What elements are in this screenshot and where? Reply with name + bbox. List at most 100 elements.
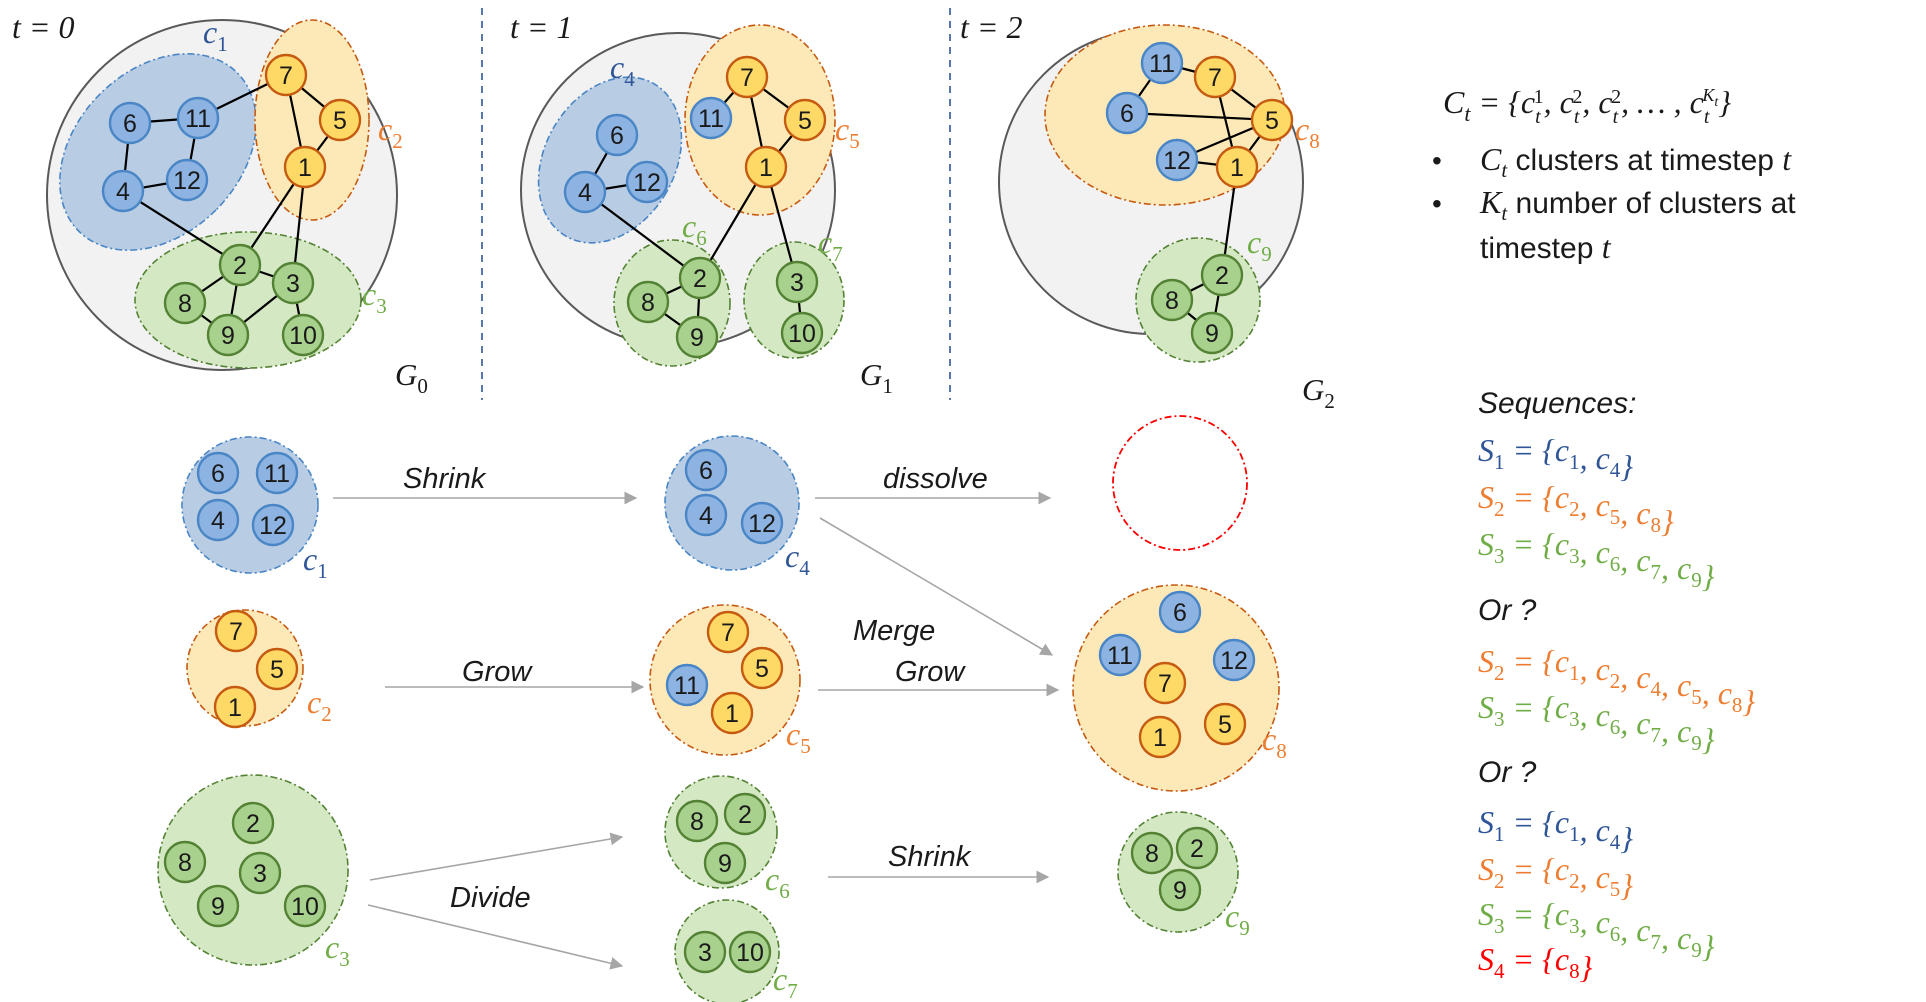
graph-node: 9	[1158, 868, 1202, 912]
graph-node: 8	[626, 280, 670, 324]
transition-arrows	[333, 491, 1060, 970]
graph-node: 6	[1158, 590, 1202, 634]
node-circle	[775, 260, 819, 304]
node-circle	[723, 792, 767, 836]
graph-node: 6	[684, 448, 728, 492]
graph-node: 10	[780, 311, 824, 355]
sequence-S3: S3 = {c3, c6, c7, c9}	[1478, 689, 1715, 757]
sequence-S3: S3 = {c3, c6, c7, c9}	[1478, 896, 1715, 964]
node-label: 4	[116, 178, 130, 206]
node-label: 10	[736, 939, 764, 967]
graph-node: 3	[238, 851, 282, 895]
node-circle	[271, 261, 315, 305]
graph-node: 11	[1140, 41, 1184, 85]
node-label: 12	[173, 167, 201, 195]
graph-node: 10	[283, 884, 327, 928]
node-label: 5	[1218, 711, 1232, 739]
graph-edge	[584, 191, 701, 279]
node-circle	[740, 501, 784, 545]
graph-node: 7	[706, 610, 750, 654]
graph-node: 12	[1212, 638, 1256, 682]
cluster-label-c8: c8	[1262, 721, 1287, 763]
cluster-circle-c7	[674, 899, 780, 1002]
node-label: 3	[698, 939, 712, 967]
graph-node: 7	[1193, 55, 1237, 99]
graph-node: 12	[740, 501, 784, 545]
node-label: 5	[798, 107, 812, 135]
node-label: 12	[1220, 647, 1248, 675]
node-label: 6	[699, 457, 713, 485]
graph-node: 1	[1138, 715, 1182, 759]
graph-node: 1	[744, 145, 788, 189]
node-label: 10	[788, 320, 816, 348]
node-circle	[728, 930, 772, 974]
bullet-1: Ct clusters at timestep t	[1480, 141, 1792, 182]
node-circle	[1203, 702, 1247, 746]
node-circle	[318, 98, 362, 142]
node-circle	[231, 801, 275, 845]
graph-node: 5	[255, 647, 299, 691]
sequence-S2: S2 = {c2, c5}	[1478, 851, 1633, 903]
node-label: 7	[1158, 670, 1172, 698]
graph-node: 12	[625, 160, 669, 204]
bullet-2-dot: •	[1432, 188, 1442, 219]
cluster-label-c1: c1	[303, 541, 328, 583]
node-circle	[665, 663, 709, 707]
node-circle	[1158, 868, 1202, 912]
node-label: 1	[1230, 154, 1244, 182]
graph-node: 8	[163, 281, 207, 325]
graph-node: 3	[271, 261, 315, 305]
graph-node: 8	[1130, 831, 1174, 875]
graph-node: 10	[728, 930, 772, 974]
node-label: 5	[270, 656, 284, 684]
node-label: 8	[641, 289, 655, 317]
node-label: 12	[1163, 147, 1191, 175]
node-label: 5	[1265, 107, 1279, 135]
node-label: 5	[755, 655, 769, 683]
node-circle	[214, 609, 258, 653]
graph-edge	[1126, 111, 1273, 122]
node-circle	[1250, 98, 1294, 142]
sequence-S3: S3 = {c3, c6, c7, c9}	[1478, 526, 1715, 594]
node-label: 12	[259, 512, 287, 540]
cluster-label-c2: c2	[307, 684, 332, 726]
graph-node: 7	[264, 53, 308, 97]
graph-node: 3	[683, 930, 727, 974]
graph-node: 1	[213, 685, 257, 729]
node-circle	[213, 685, 257, 729]
graph-node: 2	[1175, 826, 1219, 870]
node-label: 11	[1107, 642, 1133, 670]
cluster-label-c4: c4	[785, 538, 810, 580]
node-circle	[744, 145, 788, 189]
node-label: 1	[725, 700, 739, 728]
graph-node: 10	[281, 313, 325, 357]
node-label: 3	[790, 269, 804, 297]
op-label-dissolve: dissolve	[883, 463, 988, 495]
graph-label-g1: G1	[860, 357, 893, 398]
graph-node: 2	[231, 801, 275, 845]
graph-node: 6	[196, 451, 240, 495]
node-circle	[163, 840, 207, 884]
node-label: 7	[229, 618, 243, 646]
node-circle	[626, 280, 670, 324]
graph-node: 11	[1098, 633, 1142, 677]
node-label: 9	[718, 850, 732, 878]
graph-edge	[122, 190, 241, 266]
graph-node: 11	[255, 451, 299, 495]
graph-node: 2	[678, 256, 722, 300]
cluster-label-c7: c7	[773, 961, 798, 1002]
graph-node: 11	[689, 96, 733, 140]
cluster-label-c4: c4	[610, 49, 635, 91]
node-circle	[264, 53, 308, 97]
node-label: 2	[246, 810, 260, 838]
cluster-circle-c5	[649, 604, 801, 756]
node-circle	[283, 884, 327, 928]
bullet-2-line-1: Kt number of clusters at	[1479, 184, 1796, 225]
node-circle	[703, 841, 747, 885]
node-circle	[108, 101, 152, 145]
node-circle	[1175, 826, 1219, 870]
graph-node: 4	[563, 170, 607, 214]
op-label-grow: Grow	[462, 656, 533, 688]
op-label-merge: Merge	[853, 615, 935, 647]
